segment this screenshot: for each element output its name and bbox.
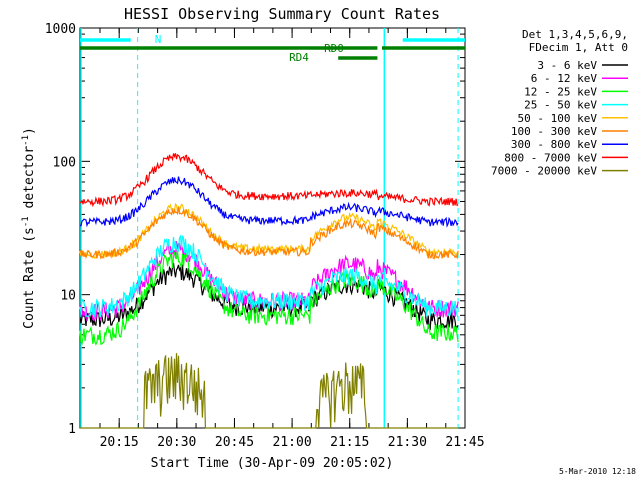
y-axis-label-end: ) bbox=[22, 127, 37, 135]
x-tick-labels: 20:15 20:30 20:45 21:00 21:15 21:30 21:45 bbox=[100, 435, 485, 450]
legend-entry-label: 800 - 7000 keV bbox=[504, 151, 597, 164]
y-axis-label-sup2: -1 bbox=[21, 135, 31, 146]
series-line bbox=[79, 250, 459, 346]
x-tick-label: 20:30 bbox=[157, 435, 196, 450]
legend-header-line: Det 1,3,4,5,6,9, bbox=[522, 28, 628, 41]
legend-entry-label: 300 - 800 keV bbox=[511, 138, 597, 151]
y-axis-label-sup1: -1 bbox=[21, 216, 31, 227]
y-tick-label: 1000 bbox=[45, 22, 76, 37]
x-tick-label: 21:45 bbox=[445, 435, 484, 450]
legend-entry-label: 7000 - 20000 keV bbox=[491, 165, 597, 178]
chart-title: HESSI Observing Summary Count Rates bbox=[124, 5, 440, 23]
flag-label: N bbox=[155, 33, 162, 46]
series-line bbox=[79, 202, 459, 260]
y-axis-label-mid: detector bbox=[22, 146, 37, 217]
flag-label: RD4 bbox=[289, 51, 309, 64]
x-tick-label: 20:15 bbox=[100, 435, 139, 450]
x-tick-label: 20:45 bbox=[215, 435, 254, 450]
legend-entry-label: 50 - 100 keV bbox=[518, 112, 598, 125]
legend-entry-label: 25 - 50 keV bbox=[524, 99, 597, 112]
series-line bbox=[79, 176, 459, 228]
y-axis-label: Count Rate (s-1 detector-1) bbox=[21, 127, 37, 329]
y-tick-labels: 1 10 100 1000 bbox=[45, 22, 76, 437]
legend: Det 1,3,4,5,6,9,FDecim 1, Att 0 3 - 6 keV… bbox=[491, 28, 628, 178]
x-tick-label: 21:15 bbox=[330, 435, 369, 450]
axis-ticks bbox=[80, 27, 466, 429]
reference-lines bbox=[80, 28, 459, 428]
y-tick-label: 100 bbox=[53, 155, 76, 170]
series-line bbox=[79, 241, 459, 322]
legend-header-line: FDecim 1, Att 0 bbox=[529, 41, 628, 54]
series-line bbox=[79, 207, 459, 260]
observing-flags: N RD0 RD4 bbox=[80, 33, 465, 64]
x-axis-label: Start Time (30-Apr-09 20:05:02) bbox=[151, 456, 394, 471]
y-tick-label: 1 bbox=[68, 422, 76, 437]
series-line bbox=[79, 153, 459, 208]
series-line bbox=[80, 353, 459, 429]
timestamp: 5-Mar-2010 12:18 bbox=[559, 467, 636, 476]
legend-entry-label: 6 - 12 keV bbox=[531, 72, 598, 85]
x-tick-label: 21:00 bbox=[273, 435, 312, 450]
flag-label: RD0 bbox=[324, 42, 344, 55]
y-axis-label-main: Count Rate (s bbox=[22, 227, 37, 329]
legend-entry-label: 12 - 25 keV bbox=[524, 85, 597, 98]
series-lines bbox=[79, 153, 459, 429]
legend-entry-label: 3 - 6 keV bbox=[537, 59, 597, 72]
x-tick-label: 21:30 bbox=[388, 435, 427, 450]
y-tick-label: 10 bbox=[60, 289, 76, 304]
legend-entry-label: 100 - 300 keV bbox=[511, 125, 597, 138]
series-line bbox=[79, 234, 459, 318]
